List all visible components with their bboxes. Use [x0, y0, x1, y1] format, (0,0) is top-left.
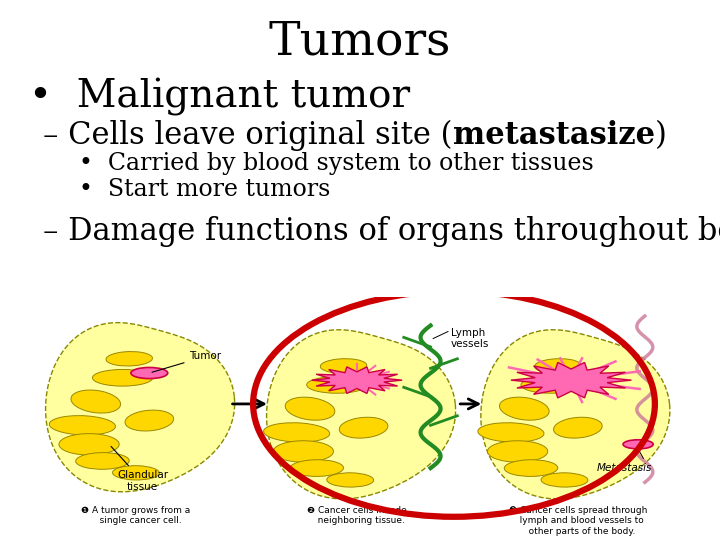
Polygon shape	[312, 367, 402, 394]
Ellipse shape	[71, 390, 120, 413]
Ellipse shape	[264, 423, 330, 442]
Ellipse shape	[554, 417, 602, 438]
Ellipse shape	[131, 368, 168, 379]
Polygon shape	[266, 330, 456, 499]
Ellipse shape	[307, 376, 367, 393]
Ellipse shape	[92, 369, 153, 386]
Text: ❷ Cancer cells invade
   neighboring tissue.: ❷ Cancer cells invade neighboring tissue…	[307, 506, 407, 525]
Ellipse shape	[327, 473, 374, 487]
Text: •  Malignant tumor: • Malignant tumor	[29, 78, 410, 116]
Ellipse shape	[541, 473, 588, 487]
Ellipse shape	[106, 352, 153, 366]
Ellipse shape	[339, 417, 388, 438]
Text: – Damage functions of organs throughout body: – Damage functions of organs throughout …	[43, 216, 720, 247]
Ellipse shape	[320, 359, 366, 373]
Ellipse shape	[290, 460, 343, 476]
Polygon shape	[511, 362, 631, 398]
Ellipse shape	[59, 434, 120, 455]
Text: metastasize: metastasize	[453, 120, 654, 151]
Text: – Cells leave original site (: – Cells leave original site (	[43, 120, 453, 151]
Ellipse shape	[487, 441, 548, 462]
Text: Metastasis: Metastasis	[597, 463, 652, 474]
Polygon shape	[481, 330, 670, 499]
Polygon shape	[45, 322, 235, 492]
Text: •  Start more tumors: • Start more tumors	[79, 178, 330, 201]
Ellipse shape	[112, 465, 159, 480]
Text: ): )	[654, 120, 667, 151]
Ellipse shape	[76, 453, 129, 469]
Ellipse shape	[500, 397, 549, 420]
Ellipse shape	[285, 397, 335, 420]
Ellipse shape	[125, 410, 174, 431]
Text: Tumor: Tumor	[152, 352, 222, 372]
Ellipse shape	[273, 441, 333, 462]
Ellipse shape	[521, 376, 581, 393]
Ellipse shape	[478, 423, 544, 442]
Text: Tumors: Tumors	[269, 19, 451, 64]
Ellipse shape	[623, 440, 653, 449]
Ellipse shape	[49, 416, 115, 435]
Text: •  Carried by blood system to other tissues: • Carried by blood system to other tissu…	[79, 152, 594, 176]
Text: ❶ A tumor grows from a
   single cancer cell.: ❶ A tumor grows from a single cancer cel…	[81, 506, 191, 525]
Text: Lymph
vessels: Lymph vessels	[451, 328, 489, 349]
Ellipse shape	[504, 460, 558, 476]
Ellipse shape	[534, 359, 581, 373]
Text: Glandular
tissue: Glandular tissue	[111, 447, 168, 492]
Text: ❸ Cancer cells spread through
   lymph and blood vessels to
   other parts of th: ❸ Cancer cells spread through lymph and …	[509, 506, 647, 536]
